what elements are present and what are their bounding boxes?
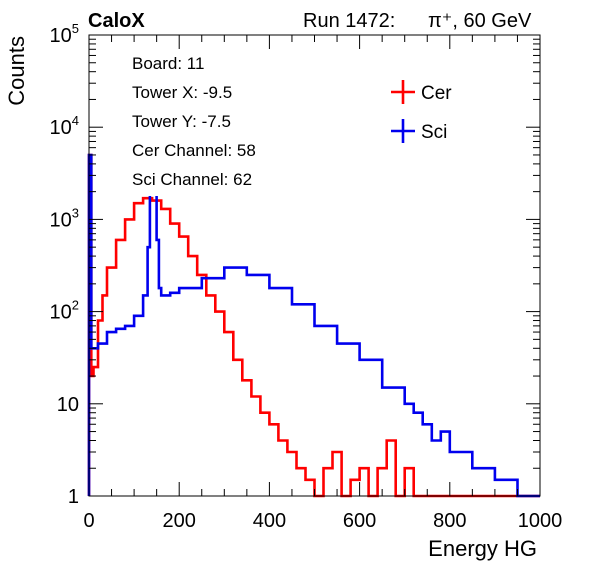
- legend-label-cer: Cer: [421, 83, 452, 104]
- legend-label-sci: Sci: [421, 122, 447, 143]
- info-cer-channel: Cer Channel: 58: [132, 141, 256, 160]
- info-tower-y: Tower Y: -7.5: [132, 112, 231, 131]
- x-tick-label: 600: [343, 510, 376, 532]
- run-label: Run 1472:: [303, 10, 395, 32]
- x-tick-label: 200: [163, 510, 196, 532]
- info-tower-x: Tower X: -9.5: [132, 83, 233, 102]
- y-tick-exponent: 3: [72, 205, 79, 220]
- calox-logo: CaloX: [88, 10, 145, 32]
- x-tick-label: 800: [433, 510, 466, 532]
- info-sci-channel: Sci Channel: 62: [132, 170, 253, 189]
- y-tick-exponent: 5: [72, 21, 79, 36]
- series-line-sci: [87, 153, 540, 498]
- x-axis-label: Energy HG: [428, 536, 537, 561]
- info-board: Board: 11: [132, 54, 205, 73]
- y-axis-label: Counts: [4, 36, 29, 106]
- ticks-group: [88, 34, 541, 497]
- y-tick-label: 10: [57, 394, 79, 416]
- legend: Cer Sci: [391, 80, 452, 143]
- x-tick-label: 0: [83, 510, 94, 532]
- x-tick-label: 400: [253, 510, 286, 532]
- y-tick-label: 1: [68, 486, 79, 508]
- info-panel: Board: 11 Tower X: -9.5 Tower Y: -7.5 Ce…: [124, 50, 360, 196]
- particle-label: π⁺, 60 GeV: [428, 10, 532, 32]
- x-tick-label: 1000: [518, 510, 563, 532]
- y-tick-exponent: 2: [72, 298, 79, 313]
- y-tick-exponent: 4: [72, 113, 79, 128]
